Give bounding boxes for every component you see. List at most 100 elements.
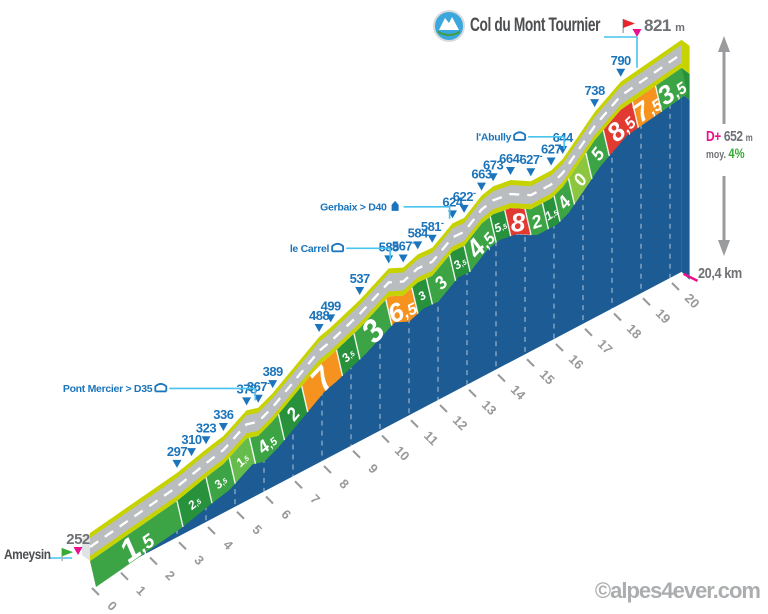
summit-elevation: 821 m bbox=[644, 16, 685, 36]
x-axis-tick bbox=[265, 495, 274, 505]
road-center-line bbox=[89, 52, 683, 548]
x-axis-tick bbox=[555, 343, 564, 352]
marker-arrow-icon bbox=[398, 254, 408, 263]
tower-icon bbox=[391, 200, 399, 211]
segment-separator bbox=[541, 202, 550, 230]
segment-separator bbox=[602, 129, 610, 157]
dplus-value: 652 bbox=[723, 128, 743, 145]
start-elevation: 252 bbox=[66, 531, 90, 548]
gradient-segment bbox=[385, 287, 418, 326]
marker-arrow-icon bbox=[427, 234, 437, 243]
segment-label: 8 bbox=[510, 207, 527, 238]
marker-arrow-icon bbox=[413, 241, 423, 250]
segment-separator bbox=[463, 245, 471, 273]
x-axis-tick bbox=[642, 297, 651, 306]
gradient-segment bbox=[490, 210, 511, 243]
mountain-badge-icon bbox=[433, 10, 465, 42]
elevation-marker-label: 336 bbox=[213, 407, 233, 422]
x-axis-tick bbox=[352, 450, 361, 459]
x-axis-tick bbox=[584, 328, 593, 337]
arrow-down-icon bbox=[718, 240, 730, 256]
x-axis-tick-label: 11 bbox=[421, 428, 441, 448]
x-axis-tick bbox=[236, 511, 245, 520]
x-axis-tick-label: 19 bbox=[653, 306, 674, 327]
elevation-marker-label: 673 bbox=[483, 157, 503, 172]
gradient-segment bbox=[353, 299, 392, 360]
gradient-segment bbox=[90, 500, 183, 587]
segment-separator bbox=[277, 413, 286, 441]
x-axis-tick bbox=[410, 419, 419, 428]
landmark-label: l'Abully bbox=[476, 131, 512, 143]
elevation-marker-label: 488 bbox=[309, 308, 329, 323]
summit-elevation-unit: m bbox=[675, 22, 685, 34]
x-axis-tick-label: 15 bbox=[537, 367, 558, 388]
marker-arrow-icon bbox=[268, 380, 278, 389]
segment-separator bbox=[176, 500, 184, 528]
x-axis-tick-label: 2 bbox=[162, 567, 178, 583]
gradient-segment bbox=[177, 477, 212, 527]
bridge-icon bbox=[513, 131, 527, 140]
marker-arrow-icon bbox=[506, 167, 515, 176]
x-axis-tick-label: 10 bbox=[392, 443, 413, 464]
x-axis-tick-label: 12 bbox=[450, 412, 471, 433]
x-axis-tick-label: 1 bbox=[133, 583, 149, 599]
x-axis-tick-label: 8 bbox=[336, 476, 352, 492]
segment-label: 5,5 bbox=[492, 218, 509, 236]
x-axis-tick-label: 9 bbox=[365, 461, 381, 477]
x-axis-tick bbox=[91, 587, 100, 596]
marker-arrow-icon bbox=[546, 157, 556, 166]
segment-separator bbox=[631, 101, 639, 128]
segment-separator bbox=[567, 178, 576, 205]
gradient-segment bbox=[249, 414, 285, 464]
gradient-segment bbox=[585, 130, 610, 179]
road-start-cap bbox=[82, 533, 90, 561]
gradient-segment bbox=[206, 457, 236, 504]
arrow-up-icon bbox=[718, 36, 730, 52]
marker-arrow-icon bbox=[616, 68, 626, 77]
distance-pointer bbox=[683, 272, 699, 283]
segment-separator bbox=[335, 349, 344, 377]
climb-stats: D+ 652 m moy. 4% bbox=[706, 128, 753, 162]
marker-arrow-icon bbox=[218, 422, 228, 431]
marker-arrow-icon bbox=[590, 99, 600, 108]
face-end-cap bbox=[681, 93, 690, 280]
gradient-segment bbox=[229, 437, 256, 484]
summit-elevation-value: 821 bbox=[644, 16, 671, 35]
x-axis-tick bbox=[671, 282, 680, 291]
segment-separator bbox=[228, 457, 236, 484]
x-axis-tick-label: 16 bbox=[566, 351, 587, 372]
segment-separator bbox=[425, 278, 434, 305]
elevation-marker-label: 310 bbox=[181, 432, 201, 447]
marker-arrow-icon bbox=[488, 173, 498, 182]
elevation-marker-label: 367- bbox=[247, 378, 270, 394]
gradient-segment bbox=[411, 278, 433, 314]
marker-arrow-icon bbox=[314, 324, 324, 333]
total-distance-label: 20,4 km bbox=[698, 265, 742, 282]
segment-separator bbox=[301, 385, 309, 413]
red-flag-icon bbox=[622, 19, 635, 33]
x-axis-tick-label: 6 bbox=[278, 506, 294, 522]
bridge-icon bbox=[154, 383, 168, 392]
start-name: Ameysin bbox=[4, 546, 51, 562]
elevation-marker-label: 499 bbox=[321, 298, 341, 313]
start-label: Ameysin bbox=[4, 546, 74, 562]
x-axis-tick bbox=[323, 465, 332, 474]
marker-arrow-icon bbox=[526, 168, 536, 177]
x-axis-tick bbox=[439, 404, 448, 413]
segment-separator bbox=[385, 299, 393, 326]
elevation-marker-label: 537 bbox=[350, 271, 370, 286]
elevation-marker-label: 738 bbox=[584, 83, 604, 98]
x-axis-tick bbox=[178, 541, 187, 550]
segment-separator bbox=[448, 254, 457, 281]
summit-arrow-icon bbox=[632, 29, 642, 37]
x-axis-tick bbox=[468, 389, 477, 398]
gradient-segment bbox=[655, 67, 688, 112]
segment-separator bbox=[353, 333, 361, 360]
segment-separator bbox=[524, 208, 532, 236]
marker-arrow-icon bbox=[187, 448, 196, 457]
elevation-marker-label: 581- bbox=[421, 218, 444, 234]
bridge-icon bbox=[331, 242, 345, 252]
elevation-marker-label: 627- bbox=[519, 151, 542, 167]
